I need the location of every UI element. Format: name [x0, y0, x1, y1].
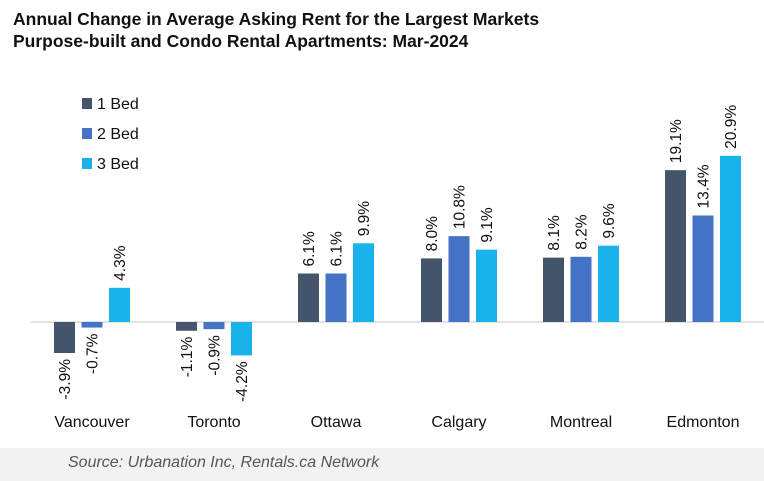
legend-swatch-2-bed [82, 128, 92, 139]
data-label-2-bed: -0.7% [85, 333, 102, 374]
category-label: Vancouver [54, 414, 130, 431]
legend-swatch-1-bed [82, 98, 92, 109]
data-label-3-bed: 20.9% [723, 105, 740, 149]
bar-1-bed [176, 322, 197, 331]
legend-label-1-bed: 1 Bed [97, 96, 139, 113]
bar-2-bed [203, 322, 225, 330]
bar-2-bed [325, 273, 347, 322]
data-label-2-bed: -0.9% [207, 335, 224, 376]
chart-title: Annual Change in Average Asking Rent for… [13, 8, 753, 52]
data-label-3-bed: -4.2% [234, 361, 251, 402]
bar-1-bed [54, 322, 75, 354]
bar-3-bed [231, 322, 252, 356]
legend-label-2-bed: 2 Bed [97, 126, 139, 143]
data-label-1-bed: -3.9% [57, 359, 74, 400]
data-label-2-bed: 6.1% [329, 231, 346, 267]
data-label-3-bed: 9.6% [601, 203, 618, 239]
chart-title-line-1: Annual Change in Average Asking Rent for… [13, 9, 540, 29]
bar-chart: -3.9% -1.1% 6.1% 8.0% 8.1% 19.1% -0.7% -0.9% 6.1… [31, 96, 764, 431]
category-label: Calgary [431, 414, 486, 431]
category-label: Toronto [187, 414, 240, 431]
category-label: Edmonton [667, 414, 740, 431]
bar-2-bed [692, 215, 714, 322]
data-label-1-bed: -1.1% [179, 337, 196, 378]
legend-label-3-bed: 3 Bed [97, 156, 139, 173]
bar-2-bed [448, 236, 470, 322]
source-footer: Source: Urbanation Inc, Rentals.ca Netwo… [0, 448, 764, 481]
source-note: Source: Urbanation Inc, Rentals.ca Netwo… [68, 454, 380, 471]
data-label-1-bed: 6.1% [301, 231, 318, 267]
data-label-3-bed: 4.3% [112, 245, 129, 281]
data-label-2-bed: 10.8% [452, 185, 469, 229]
bar-3-bed [598, 245, 619, 322]
data-label-2-bed: 8.2% [574, 214, 591, 250]
bar-1-bed [298, 273, 319, 322]
data-label-3-bed: 9.1% [479, 207, 496, 243]
data-label-1-bed: 19.1% [668, 119, 685, 163]
legend-swatch-3-bed [82, 158, 92, 169]
bar-3-bed [720, 155, 741, 322]
bar-3-bed [353, 243, 374, 322]
bar-3-bed [476, 249, 497, 322]
data-label-1-bed: 8.0% [424, 216, 441, 252]
bar-1-bed [421, 258, 442, 322]
bar-2-bed [570, 256, 592, 322]
bar-2-bed [81, 322, 103, 328]
category-label: Ottawa [311, 414, 362, 431]
data-label-2-bed: 13.4% [696, 164, 713, 208]
data-label-3-bed: 9.9% [356, 201, 373, 237]
bar-1-bed [543, 257, 564, 322]
bar-1-bed [665, 170, 686, 322]
data-label-1-bed: 8.1% [546, 215, 563, 251]
chart-title-line-2: Purpose-built and Condo Rental Apartment… [13, 31, 469, 51]
category-label: Montreal [550, 414, 612, 431]
bar-3-bed [109, 287, 130, 322]
